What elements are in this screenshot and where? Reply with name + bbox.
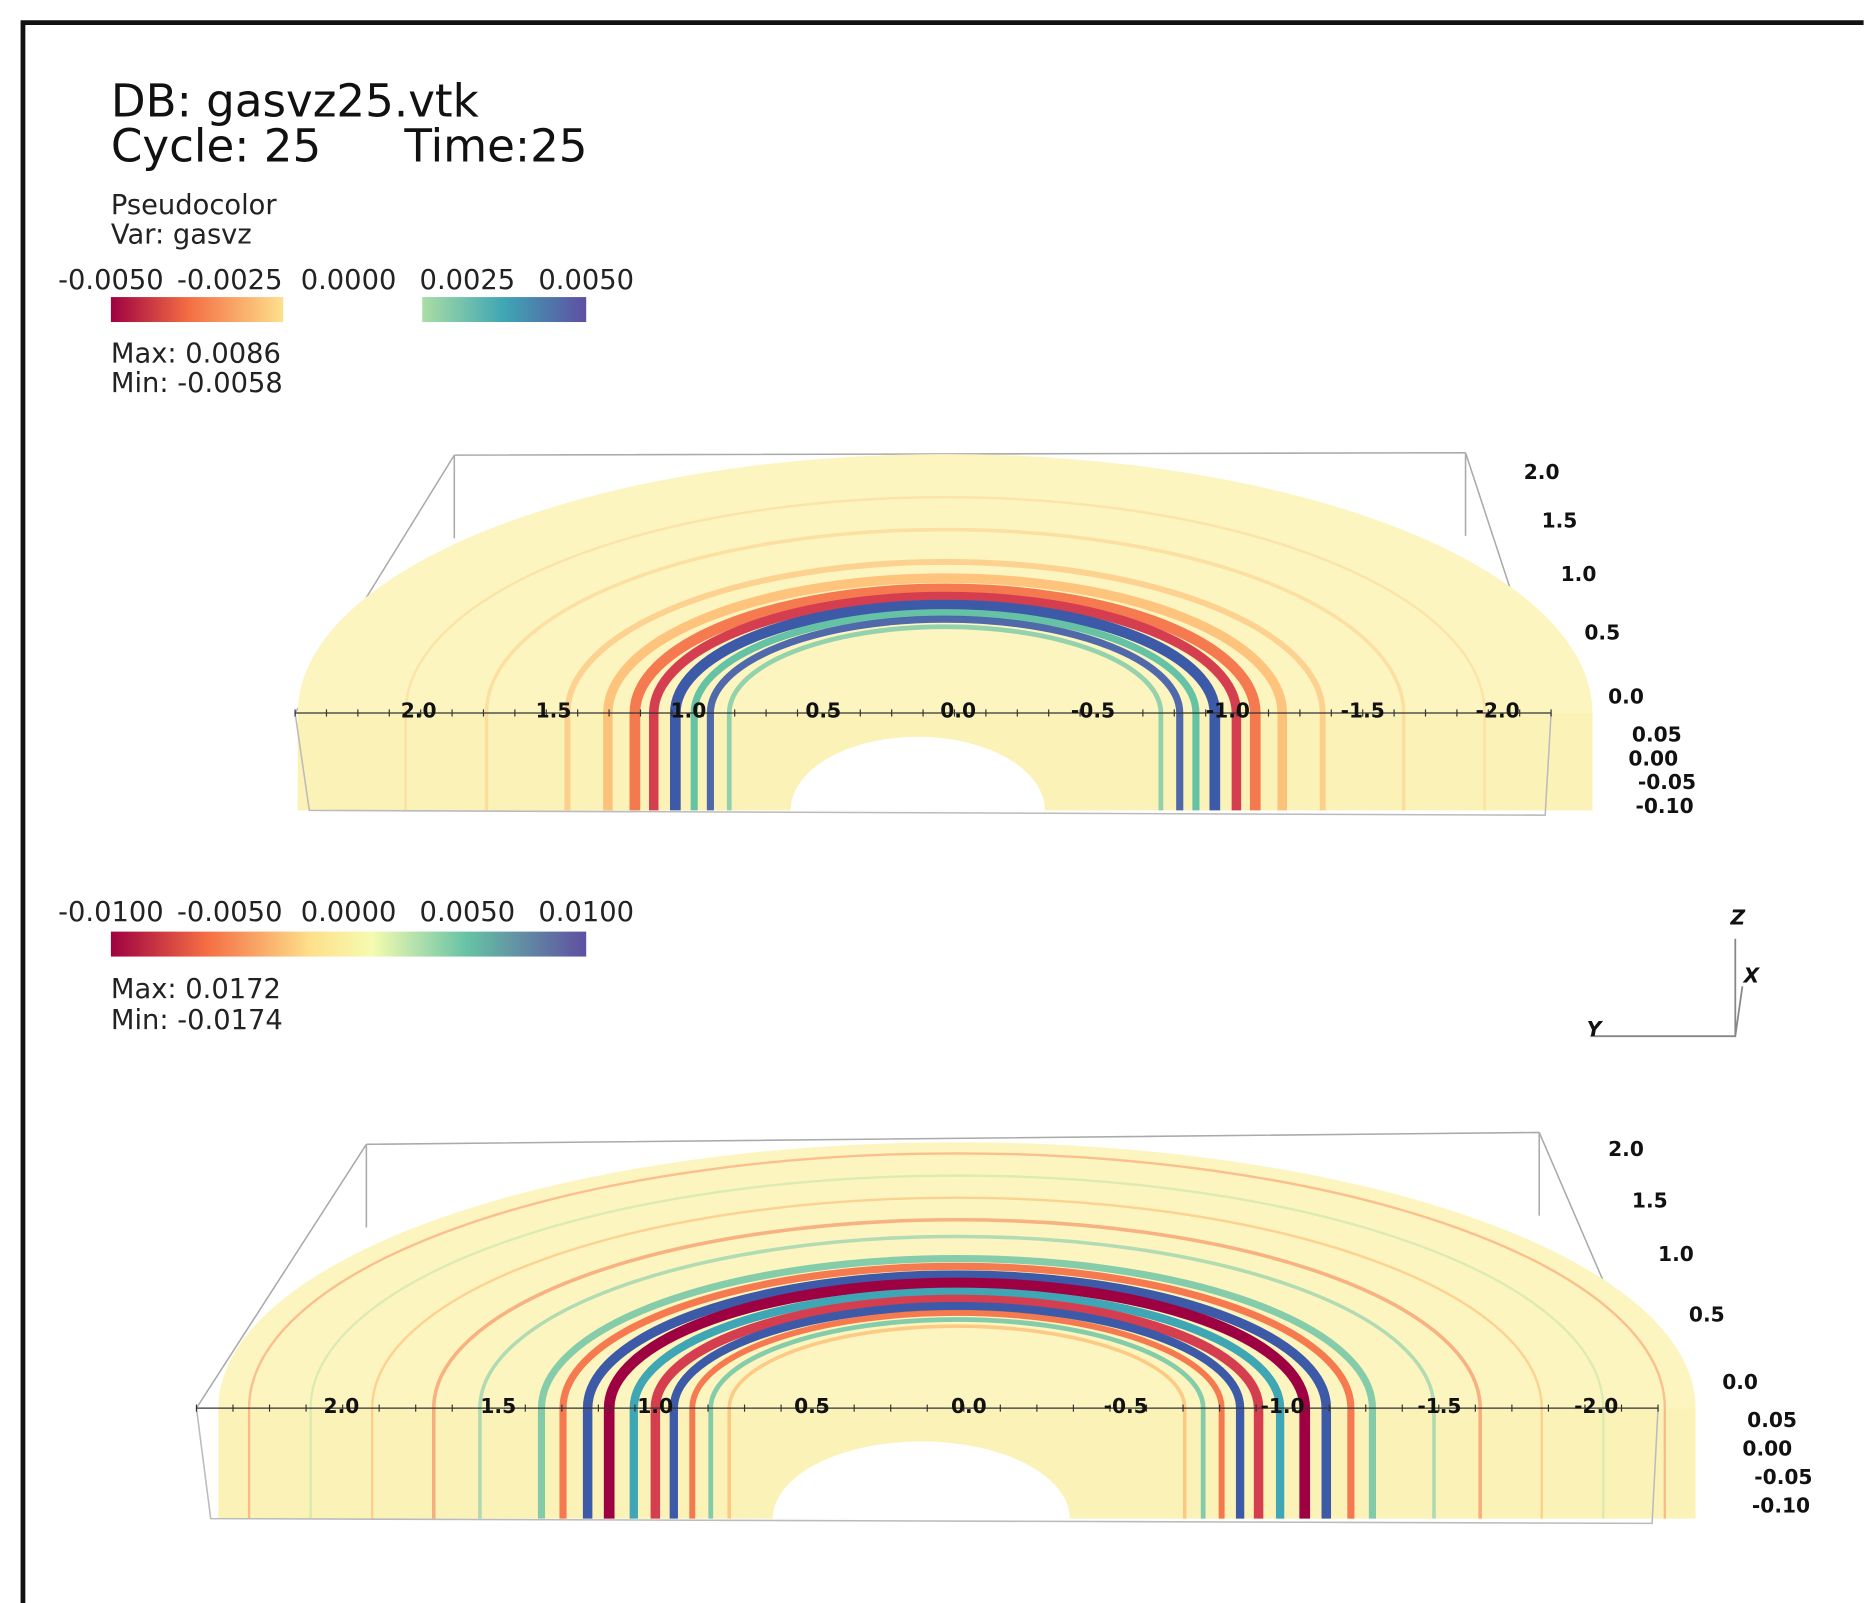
x-axis-label: -0.5 [1104,1394,1148,1418]
x-axis-label: -1.0 [1206,699,1250,723]
y-axis-label: 1.5 [1632,1188,1668,1212]
colorbar [111,932,586,957]
colorbar-tick-label: -0.0025 [177,265,282,296]
variable: Var: gasvz [111,220,252,251]
z-axis-label: -0.10 [1635,794,1693,818]
y-axis-label: 2.0 [1524,460,1560,484]
z-axis-label: 0.05 [1632,722,1682,746]
z-axis-label: 0.00 [1628,746,1678,770]
z-axis-label: 0.00 [1742,1437,1792,1461]
y-axis-label: 0.5 [1689,1302,1725,1326]
x-axis-label: -2.0 [1574,1394,1618,1418]
colorbar-tick-label: 0.0050 [420,897,516,928]
max-label: Max: 0.0172 [111,974,281,1005]
x-axis-label: 0.5 [805,699,841,723]
y-axis-label: 1.5 [1542,509,1578,533]
triad-label: X [1742,964,1761,988]
colorbar-tick-label: 0.0025 [420,265,516,296]
plot-type: Pseudocolor [111,190,277,221]
x-axis-label: -1.5 [1341,699,1385,723]
colorbar-tick-label: 0.0000 [301,265,397,296]
y-axis-label: 0.5 [1584,620,1620,644]
x-axis-label: 0.5 [794,1394,830,1418]
z-axis-label: 0.05 [1747,1408,1797,1432]
x-axis-label: 1.5 [536,699,572,723]
colorbar [111,297,283,322]
y-axis-label: 1.0 [1561,562,1597,586]
colorbar-tick-label: -0.0050 [58,265,163,296]
y-axis-label: 0.0 [1722,1370,1758,1394]
y-axis-label: 2.0 [1608,1137,1644,1161]
x-axis-label: 0.0 [940,699,976,723]
colorbar-tick-label: -0.0050 [177,897,282,928]
x-axis-label: 2.0 [401,699,437,723]
cycle-label: Cycle: 25 [111,120,321,173]
x-axis-label: -1.5 [1417,1394,1461,1418]
colorbar-tick-label: 0.0050 [538,265,634,296]
z-axis-label: -0.05 [1638,770,1696,794]
x-axis-label: 1.5 [480,1394,516,1418]
x-axis-label: 1.0 [637,1394,673,1418]
page: DB: gasvz25.vtk Cycle: 25 Time:25 Pseudo… [0,0,1864,1603]
triad-label: Z [1730,905,1746,929]
x-axis-label: -1.0 [1260,1394,1304,1418]
z-axis-label: -0.10 [1752,1494,1810,1518]
x-axis-label: -2.0 [1476,699,1520,723]
z-axis-label: -0.05 [1754,1465,1812,1489]
min-label: Min: -0.0174 [111,1005,283,1036]
visit-window: DB: gasvz25.vtk Cycle: 25 Time:25 Pseudo… [0,0,1864,1603]
colorbar-tick-label: -0.0100 [58,897,163,928]
max-label: Max: 0.0086 [111,338,281,369]
colorbar [422,297,586,322]
x-axis-label: -0.5 [1071,699,1115,723]
y-axis-label: 0.0 [1608,684,1644,708]
x-axis-label: 0.0 [951,1394,987,1418]
min-label: Min: -0.0058 [111,368,283,399]
triad-label: Y [1587,1017,1604,1041]
x-axis-label: 2.0 [324,1394,360,1418]
time-label: Time:25 [403,120,587,173]
colorbar-tick-label: 0.0100 [538,897,634,928]
colorbar-tick-label: 0.0000 [301,897,397,928]
x-axis-label: 1.0 [671,699,707,723]
y-axis-label: 1.0 [1658,1242,1694,1266]
